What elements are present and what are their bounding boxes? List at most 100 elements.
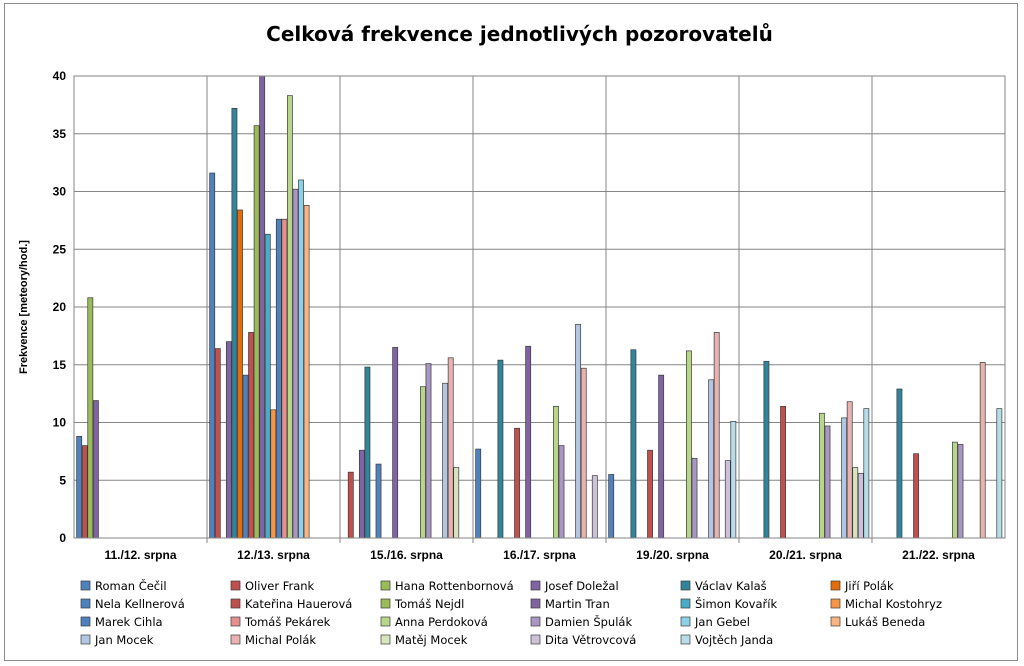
legend-swatch [80, 616, 91, 627]
bar [87, 297, 94, 539]
legend-label: Jan Mocek [94, 633, 154, 647]
bar [248, 332, 254, 539]
bar [591, 475, 598, 539]
x-category-label: 16./17. srpna [503, 548, 576, 562]
legend-swatch [80, 634, 91, 645]
legend-swatch [530, 580, 541, 591]
legend-label: Šimon Kovařík [695, 596, 777, 611]
legend-item: Tomáš Nejdl [380, 597, 464, 611]
bar [724, 460, 731, 539]
bar [730, 420, 737, 539]
bar [852, 467, 859, 539]
legend-swatch [380, 634, 391, 645]
legend-swatch [680, 616, 691, 627]
legend-item: Tomáš Pekárek [230, 615, 331, 629]
legend-label: Jan Gebel [694, 615, 750, 629]
x-category-label: 20./21. srpna [769, 548, 842, 562]
bar [979, 362, 986, 539]
bar [298, 179, 304, 539]
legend-label: Michal Polák [245, 633, 316, 647]
bar [364, 366, 371, 539]
legend-item: Marek Cihla [80, 615, 163, 629]
bar [425, 363, 432, 539]
chart-title: Celková frekvence jednotlivých pozorovat… [266, 22, 773, 46]
legend-item: Dita Větrovcová [530, 633, 636, 647]
bar [863, 408, 870, 539]
x-category-label: 19./20. srpna [636, 548, 709, 562]
bar [214, 348, 221, 539]
legend-swatch [80, 580, 91, 591]
bar [209, 172, 216, 539]
legend-swatch [380, 580, 391, 591]
bar [686, 350, 692, 539]
legend-label: Oliver Frank [245, 579, 315, 593]
chart-frame: Celková frekvence jednotlivých pozorovat… [4, 3, 1018, 661]
legend-label: Hana Rottenbornová [395, 579, 514, 593]
legend-label: Martin Tran [545, 597, 610, 611]
y-axis-label: Frekvence [meteory/hod.] [18, 240, 30, 374]
y-tick-label: 20 [53, 300, 67, 314]
bar [281, 218, 288, 539]
bar [270, 409, 277, 539]
bar [525, 345, 532, 539]
legend-item: Kateřina Hauerová [230, 597, 352, 611]
legend-item: Martin Tran [530, 597, 610, 611]
legend-label: Roman Čečil [95, 578, 167, 593]
legend-item: Jan Mocek [80, 633, 154, 647]
bar [358, 449, 365, 539]
y-tick-label: 15 [53, 358, 67, 372]
legend-item: Anna Perdoková [380, 615, 488, 629]
y-tick-label: 25 [53, 242, 67, 256]
bar [264, 233, 271, 539]
bar [347, 471, 354, 539]
bar [708, 379, 715, 539]
bar [846, 401, 853, 539]
bar [81, 445, 88, 539]
legend-item: Nela Kellnerová [80, 597, 185, 611]
legend: Roman Čečil Oliver Frank Hana Rottenbornov… [80, 578, 942, 647]
bar [420, 386, 426, 539]
y-tick-label: 40 [53, 69, 67, 83]
bar [996, 408, 1003, 539]
bar [780, 405, 786, 539]
plot-border [73, 75, 1006, 539]
bar [952, 441, 958, 539]
bar [259, 75, 266, 539]
legend-swatch [80, 598, 91, 609]
y-tick-label: 0 [59, 531, 66, 545]
legend-swatch [230, 634, 241, 645]
bar [580, 367, 587, 539]
y-tick-label: 5 [59, 473, 66, 487]
bar [913, 453, 919, 539]
legend-label: Michal Kostohryz [845, 597, 942, 611]
legend-item: Vojtěch Janda [680, 633, 773, 647]
legend-item: Damien Špulák [530, 614, 632, 629]
bar [447, 357, 454, 539]
legend-swatch [230, 598, 241, 609]
legend-label: Tomáš Nejdl [394, 597, 464, 611]
legend-item: Lukáš Beneda [830, 615, 925, 629]
legend-swatch [680, 598, 691, 609]
legend-item: Hana Rottenbornová [380, 579, 514, 593]
legend-label: Lukáš Beneda [845, 615, 925, 629]
bar [841, 417, 848, 539]
axes [73, 75, 1006, 543]
legend-item: Michal Polák [230, 633, 316, 647]
legend-swatch [530, 616, 541, 627]
bar [392, 347, 399, 539]
bar [691, 457, 698, 539]
legend-label: Anna Perdoková [395, 615, 488, 629]
y-tick-label: 35 [53, 127, 67, 141]
y-tick-label: 10 [53, 416, 67, 430]
chart: Celková frekvence jednotlivých pozorovat… [18, 22, 1006, 647]
bar [608, 474, 615, 539]
legend-label: Marek Cihla [95, 615, 163, 629]
bar [763, 360, 770, 539]
bar [237, 209, 243, 539]
legend-swatch [380, 598, 391, 609]
bar [242, 374, 249, 539]
legend-label: Damien Špulák [545, 614, 632, 629]
bar [292, 188, 299, 539]
bar [375, 463, 382, 539]
bar [658, 374, 665, 539]
